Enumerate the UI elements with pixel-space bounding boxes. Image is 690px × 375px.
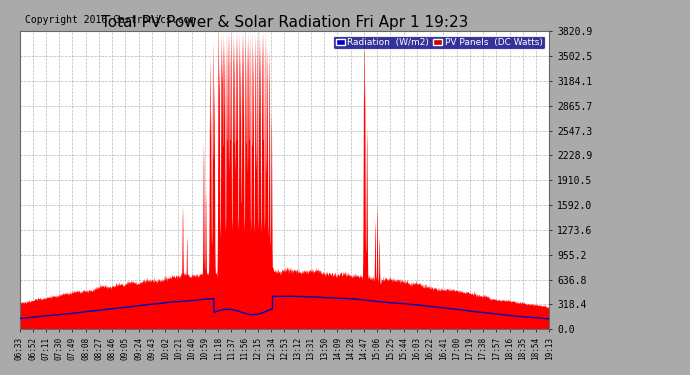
Legend: Radiation  (W/m2), PV Panels  (DC Watts): Radiation (W/m2), PV Panels (DC Watts) [333, 36, 545, 49]
Title: Total PV Power & Solar Radiation Fri Apr 1 19:23: Total PV Power & Solar Radiation Fri Apr… [101, 15, 468, 30]
Text: Copyright 2016 Cartronics.com: Copyright 2016 Cartronics.com [25, 15, 195, 25]
